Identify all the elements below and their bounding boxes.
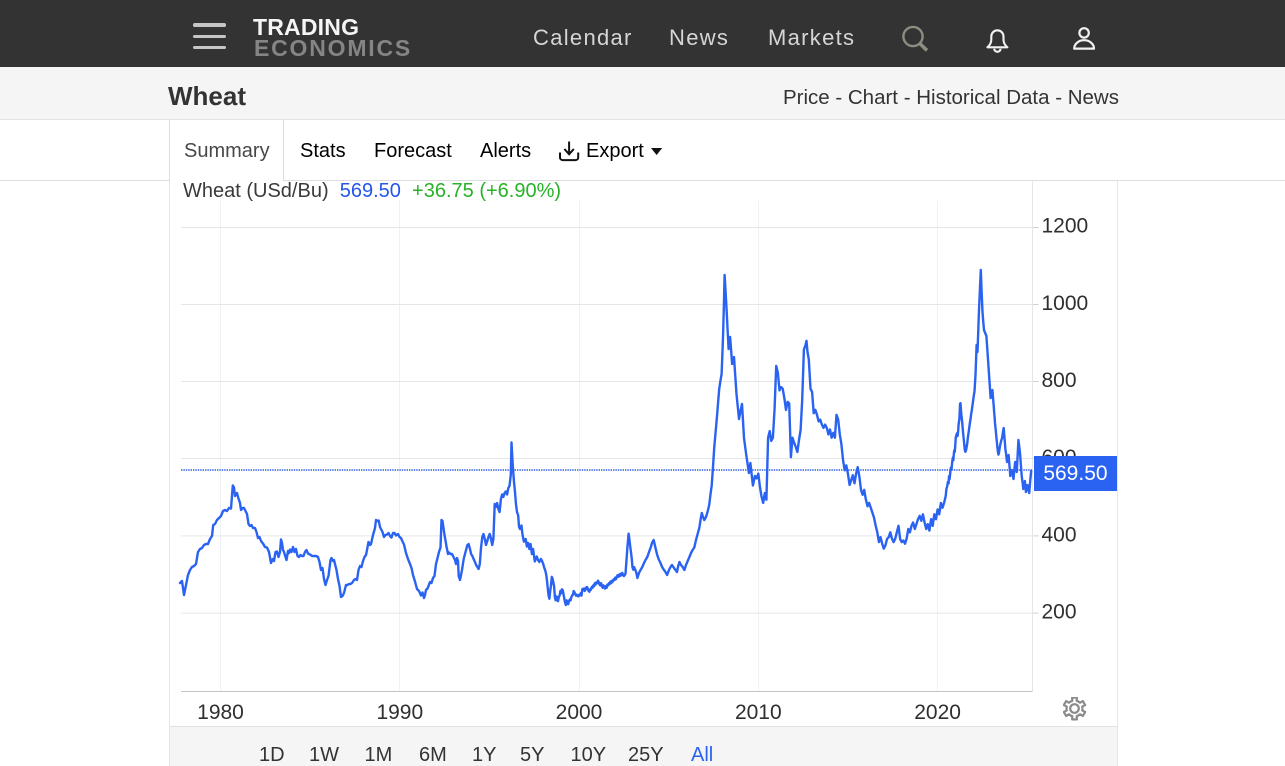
svg-text:1990: 1990 bbox=[376, 701, 423, 724]
svg-text:2020: 2020 bbox=[914, 701, 961, 724]
svg-text:2000: 2000 bbox=[556, 701, 603, 724]
svg-text:1200: 1200 bbox=[1042, 215, 1089, 238]
svg-text:800: 800 bbox=[1042, 369, 1077, 392]
svg-text:2010: 2010 bbox=[735, 701, 782, 724]
svg-text:200: 200 bbox=[1042, 601, 1077, 624]
svg-text:400: 400 bbox=[1042, 523, 1077, 546]
svg-text:1000: 1000 bbox=[1042, 292, 1089, 315]
svg-text:1980: 1980 bbox=[197, 701, 244, 724]
